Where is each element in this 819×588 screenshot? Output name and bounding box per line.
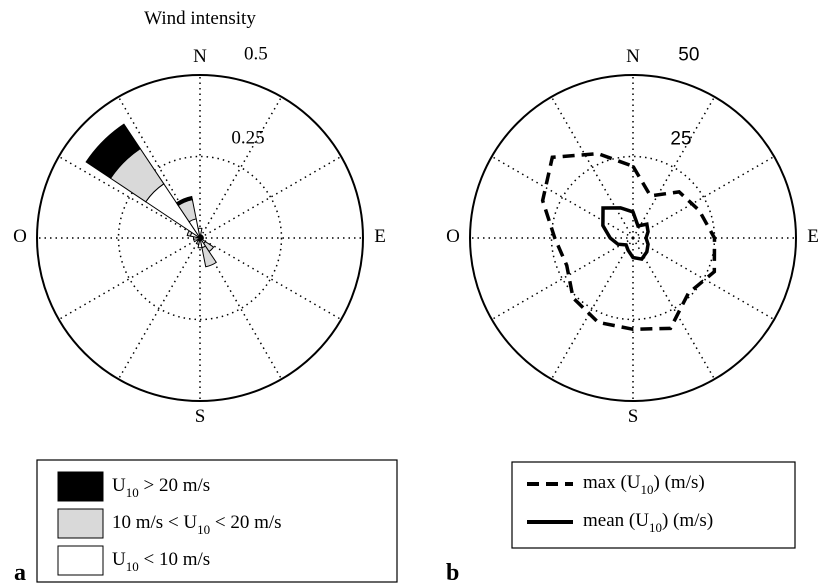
legend-label: 10 m/s < U10 < 20 m/s: [112, 512, 282, 537]
spoke: [550, 96, 634, 239]
spoke: [117, 237, 201, 380]
radial-tick-label: 25: [670, 129, 691, 150]
spoke: [632, 237, 775, 321]
radial-tick-label: 0.25: [231, 128, 264, 149]
direction-label: N: [193, 46, 207, 67]
panel-label: b: [446, 560, 459, 586]
direction-label: N: [626, 46, 640, 67]
wedge: [85, 123, 141, 179]
spoke: [199, 237, 342, 321]
wedge: [175, 195, 193, 207]
direction-label: O: [446, 226, 460, 247]
legend-swatch: [57, 471, 104, 502]
legend-swatch: [57, 508, 104, 539]
direction-label: E: [807, 226, 819, 247]
spoke: [199, 96, 283, 239]
legend-label: U10 < 10 m/s: [112, 549, 210, 574]
grid-ring: [117, 155, 283, 321]
direction-label: S: [628, 406, 639, 427]
line: [540, 151, 717, 332]
wedge: [201, 245, 217, 268]
legend-swatch: [57, 545, 104, 576]
outer-ring: [36, 74, 364, 402]
legend-label: mean (U10) (m/s): [583, 510, 713, 535]
legend-box: [36, 459, 398, 583]
direction-label: O: [13, 226, 27, 247]
legend-box: [511, 461, 796, 549]
spoke: [632, 237, 716, 380]
spoke: [550, 237, 634, 380]
radial-tick-label: 50: [678, 44, 699, 65]
wedge: [197, 237, 203, 249]
legend-label: U10 > 20 m/s: [112, 475, 210, 500]
spoke: [58, 237, 201, 321]
direction-label: S: [195, 406, 206, 427]
direction-label: E: [374, 226, 386, 247]
legend-label: max (U10) (m/s): [583, 472, 705, 497]
panel-label: a: [14, 560, 26, 586]
spoke: [491, 237, 634, 321]
line: [601, 206, 650, 261]
chart-title: Wind intensity: [144, 8, 256, 29]
radial-tick-label: 0.5: [244, 44, 268, 65]
outer-ring: [469, 74, 797, 402]
